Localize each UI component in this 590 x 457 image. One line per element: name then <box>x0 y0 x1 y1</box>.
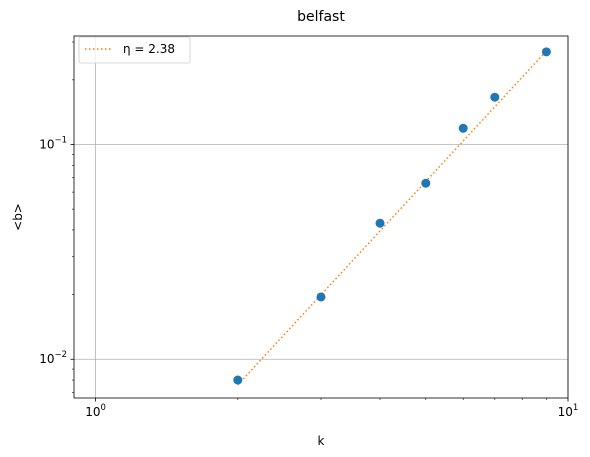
data-point <box>421 178 431 188</box>
data-point <box>490 92 500 102</box>
plot-series <box>233 47 551 386</box>
data-point <box>233 375 243 385</box>
data-point <box>375 218 385 228</box>
axis-ticks: 100 101 10−2 10−1 <box>39 41 579 419</box>
legend-label: η = 2.38 <box>123 42 175 56</box>
fit-line <box>237 50 547 386</box>
grid-lines <box>74 36 569 398</box>
data-point <box>458 123 468 133</box>
x-tick-label: 101 <box>558 403 579 419</box>
data-point <box>541 47 551 57</box>
y-axis-label: <b> <box>11 203 25 231</box>
plot-frame <box>73 35 569 399</box>
y-tick-label: 10−2 <box>39 350 67 366</box>
x-axis-label: k <box>318 434 325 448</box>
legend-box <box>78 36 191 64</box>
y-tick-label: 10−1 <box>39 135 67 151</box>
data-point <box>316 292 326 302</box>
x-tick-label: 100 <box>85 403 106 419</box>
chart-title: belfast <box>297 9 345 25</box>
legend: η = 2.38 <box>78 36 191 64</box>
